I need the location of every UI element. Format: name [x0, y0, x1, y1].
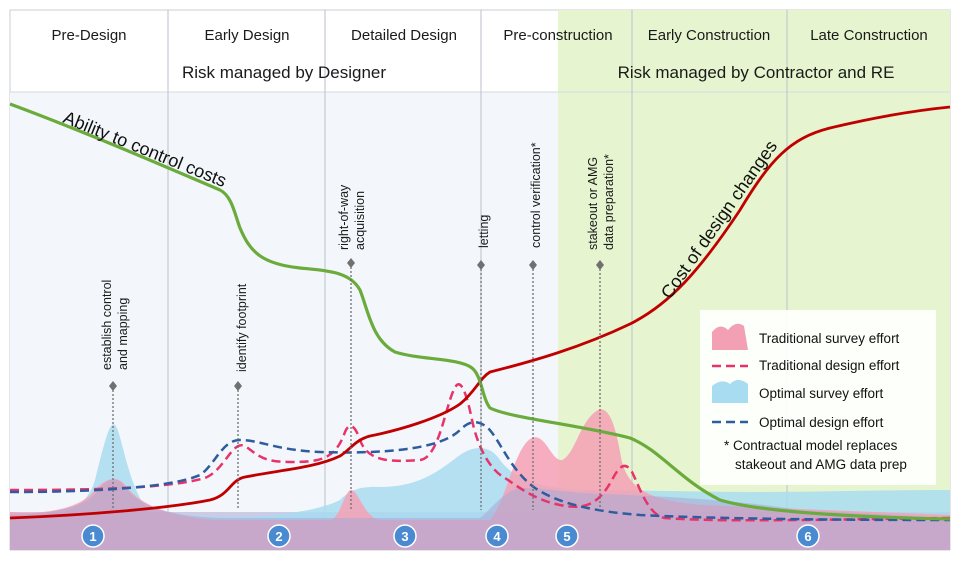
phase-markers: 1 2 3 4 5 6	[81, 524, 820, 548]
legend-optimal-design: Optimal design effort	[759, 415, 884, 430]
phase-marker-5: 5	[555, 524, 579, 548]
milestone-label-control-verification: control verification*	[529, 142, 543, 248]
legend-note-line2: stakeout and AMG data prep	[735, 457, 907, 472]
traditional-design-curve	[9, 383, 951, 522]
phase-marker-3: 3	[393, 524, 417, 548]
phase-marker-4: 4	[485, 524, 509, 548]
phase-marker-6: 6	[796, 524, 820, 548]
legend-traditional-survey: Traditional survey effort	[759, 331, 900, 346]
overlap-area	[10, 479, 950, 550]
milestone-leaders	[112, 263, 601, 510]
legend-note-line1: * Contractual model replaces	[724, 438, 898, 453]
risk-label-contractor: Risk managed by Contractor and RE	[618, 63, 895, 82]
phase-label-detailed-design: Detailed Design	[351, 27, 457, 44]
legend-traditional-design: Traditional design effort	[759, 358, 900, 373]
phase-marker-2: 2	[267, 524, 291, 548]
legend-optimal-survey: Optimal survey effort	[759, 386, 884, 401]
phase-label-pre-construction: Pre-construction	[503, 27, 612, 44]
phase-marker-1: 1	[81, 524, 105, 548]
svg-text:1: 1	[89, 529, 96, 544]
milestone-label-letting: letting	[477, 215, 491, 248]
legend-swatch-optimal-survey	[712, 380, 748, 403]
milestone-label-establish-control: establish control and mapping	[100, 276, 130, 370]
optimal-design-curve	[9, 421, 951, 522]
legend-swatch-traditional-survey	[712, 323, 748, 350]
phase-label-early-design: Early Design	[204, 27, 289, 44]
svg-text:6: 6	[804, 529, 811, 544]
ability-to-control-curve	[9, 102, 951, 521]
svg-text:5: 5	[563, 529, 570, 544]
cost-of-changes-curve	[9, 105, 951, 520]
svg-text:3: 3	[401, 529, 408, 544]
legend: Traditional survey effort Traditional de…	[700, 310, 936, 485]
phase-label-early-construction: Early Construction	[648, 27, 771, 44]
risk-label-designer: Risk managed by Designer	[182, 63, 386, 82]
milestone-label-stakeout-amg: stakeout or AMG data preparation*	[586, 153, 616, 250]
milestone-diamonds	[109, 258, 604, 391]
phase-label-pre-design: Pre-Design	[51, 27, 126, 44]
milestone-label-right-of-way: right-of-way acquisition	[337, 181, 367, 250]
svg-text:2: 2	[275, 529, 282, 544]
milestone-label-identify-footprint: identify footprint	[235, 283, 249, 372]
phase-label-late-construction: Late Construction	[810, 27, 928, 44]
svg-text:4: 4	[493, 529, 501, 544]
